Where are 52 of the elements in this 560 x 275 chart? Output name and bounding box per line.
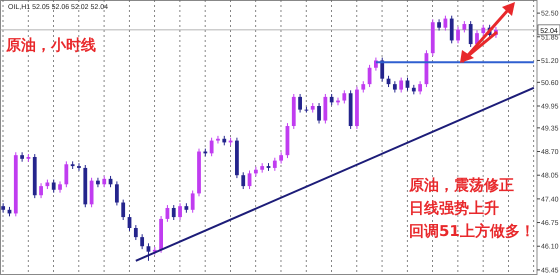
candlestick [481,24,486,37]
candlestick [298,93,302,114]
candlestick [399,77,404,94]
candlestick [121,199,126,220]
candlestick [392,80,397,94]
annotation: 日线强势上升 [409,199,499,217]
candlestick [342,90,346,104]
candlestick [108,175,112,188]
text: 原油，小时线 [5,36,96,54]
candlestick [248,170,252,190]
candlestick [254,166,258,177]
candlestick [58,180,62,194]
annotation: 回调51上方做多！ [409,222,535,240]
candlestick [279,152,284,164]
candlestick [437,18,441,32]
candlestick [146,242,150,262]
candlestick [114,180,119,206]
candlestick [128,214,132,232]
candlestick [462,20,466,33]
candlestick [241,172,246,190]
candlestick [39,182,43,199]
candlestick [456,26,460,44]
candlestick [140,234,144,250]
candlestick [20,152,24,162]
candlestick [406,77,410,92]
candlestick [134,224,138,241]
candlestick [1,202,6,214]
candlestick [102,175,106,188]
candlestick [178,202,182,220]
candlestick [361,80,366,94]
candlestick [468,20,473,48]
annotation: 原油，震荡修正 [408,176,514,194]
candlestick [8,206,12,217]
candlestick [184,202,188,214]
candlestick [64,160,68,188]
candlestick [272,157,277,172]
candlestick [368,64,372,88]
candlestick [90,177,94,208]
candlestick [190,190,195,214]
candlestick [330,93,334,106]
candlestick [323,93,328,124]
candlestick [52,179,56,194]
candlestick [444,15,448,32]
candlestick [386,75,390,88]
candlestick [172,204,176,220]
candlestick [418,80,422,95]
candlestick [450,15,454,44]
candlestick [210,137,214,157]
candlestick [166,204,170,222]
candlestick [96,177,100,188]
candlestick [45,179,50,190]
candlestick [317,102,321,124]
